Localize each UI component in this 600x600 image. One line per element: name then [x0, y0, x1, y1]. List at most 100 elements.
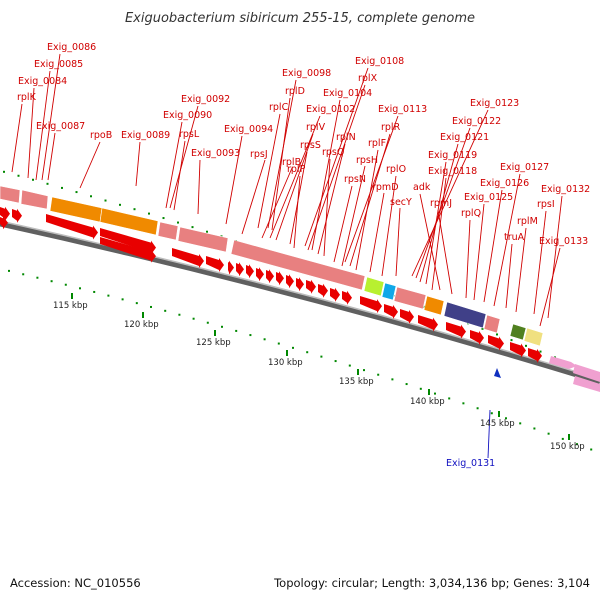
- pink-genes-reverse: [549, 356, 600, 392]
- gene-label-secy[interactable]: secY: [390, 197, 412, 208]
- leader-exig-0090: [165, 121, 183, 209]
- gene-label-exig-0086[interactable]: Exig_0086: [47, 42, 96, 53]
- tick-dot: [148, 212, 150, 215]
- gene-label-exig-0125[interactable]: Exig_0125: [464, 192, 513, 203]
- gene-arrow: [12, 208, 22, 223]
- tick-dot: [363, 369, 365, 372]
- gene-arrow: [46, 214, 98, 240]
- scale-tick-label: 125 kbp: [196, 338, 231, 348]
- gene-label-exig-0133[interactable]: Exig_0133: [539, 236, 588, 247]
- gene-label-exig-0090[interactable]: Exig_0090: [163, 110, 212, 121]
- tick-dot: [249, 334, 252, 337]
- scale-tick-label: 145 kbp: [480, 419, 515, 429]
- gene-label-exig-0131[interactable]: Exig_0131: [446, 458, 495, 469]
- leader-exig-0126: [483, 189, 503, 303]
- feature-exig-0087: [20, 189, 49, 210]
- gene-label-rpsi[interactable]: rpsI: [537, 199, 555, 210]
- leader-rplv: [275, 133, 314, 241]
- gene-label-exig-0104[interactable]: Exig_0104: [323, 88, 372, 99]
- gene-label-exig-0089[interactable]: Exig_0089: [121, 130, 170, 141]
- gene-label-rpob[interactable]: rpoB: [90, 130, 112, 141]
- gene-label-exig-0102[interactable]: Exig_0102: [306, 104, 355, 115]
- tick-dot: [162, 217, 165, 220]
- gene-label-rpsq[interactable]: rpsQ: [322, 147, 344, 158]
- gene-label-exig-0119[interactable]: Exig_0119: [428, 150, 477, 161]
- gene-label-exig-0113[interactable]: Exig_0113: [378, 104, 427, 115]
- gene-label-rplv[interactable]: rplV: [306, 122, 326, 133]
- feature-adk: [381, 282, 397, 301]
- gene-arrow: [276, 271, 284, 286]
- leader-rpln: [317, 143, 346, 255]
- gene-label-exig-0087[interactable]: Exig_0087: [36, 121, 85, 132]
- gene-label-rplb[interactable]: rplB: [282, 157, 301, 168]
- leader-exig-0127: [493, 173, 521, 307]
- gene-arrow: [0, 206, 10, 221]
- gene-label-rpmj[interactable]: rpmJ: [430, 198, 452, 209]
- gene-arrow: [256, 267, 264, 282]
- gene-label-rpsj[interactable]: rpsJ: [250, 149, 268, 160]
- tick-dot: [510, 339, 513, 342]
- tick-dot: [150, 305, 152, 308]
- leader-exig-0094: [225, 135, 243, 225]
- tick-dot: [192, 317, 195, 320]
- gene-label-rplq[interactable]: rplQ: [461, 208, 481, 219]
- gene-label-rplr[interactable]: rplR: [381, 122, 401, 133]
- tick-dot: [348, 364, 351, 367]
- gene-label-exig-0122[interactable]: Exig_0122: [452, 116, 501, 127]
- map-title: Exiguobacterium sibiricum 255-15, comple…: [125, 11, 475, 26]
- gene-label-exig-0094[interactable]: Exig_0094: [224, 124, 273, 135]
- leader-rplo: [381, 175, 397, 277]
- gene-label-rpss[interactable]: rpsS: [300, 140, 321, 151]
- gene-label-rpsl[interactable]: rpsL: [179, 129, 200, 140]
- gene-label-rplp[interactable]: rplP: [287, 164, 306, 175]
- gene-label-exig-0121[interactable]: Exig_0121: [440, 132, 489, 143]
- gene-label-rpmd[interactable]: rpmD: [372, 182, 399, 193]
- leader-adk: [419, 193, 441, 291]
- gene-label-trua[interactable]: truA: [504, 232, 525, 243]
- gene-label-rplc[interactable]: rplC: [269, 102, 289, 113]
- tick-dot: [178, 313, 181, 316]
- scale-tick-label: 115 kbp: [53, 301, 88, 311]
- tick-dot: [320, 355, 323, 358]
- gene-label-exig-0108[interactable]: Exig_0108: [355, 56, 404, 67]
- gene-label-rplm[interactable]: rplM: [517, 216, 538, 227]
- gene-label-exig-0118[interactable]: Exig_0118: [428, 166, 477, 177]
- gene-arrow: [306, 279, 316, 294]
- tick-dot: [177, 221, 179, 224]
- gene-label-exig-0123[interactable]: Exig_0123: [470, 98, 519, 109]
- leader-exig-0113: [344, 115, 399, 263]
- gene-label-exig-0132[interactable]: Exig_0132: [541, 184, 590, 195]
- gene-label-exig-0092[interactable]: Exig_0092: [181, 94, 230, 105]
- leader-exig-0092: [169, 105, 199, 209]
- leader-rpsl: [173, 140, 186, 211]
- gene-label-exig-0085[interactable]: Exig_0085: [34, 59, 83, 70]
- gene-label-rpld[interactable]: rplD: [285, 86, 305, 97]
- leader-exig-0121: [419, 143, 459, 283]
- gene-label-exig-0127[interactable]: Exig_0127: [500, 162, 549, 173]
- gene-label-rplx[interactable]: rplX: [358, 73, 378, 84]
- gene-label-rplf[interactable]: rplF: [368, 138, 386, 149]
- gene-label-rplk[interactable]: rplK: [17, 92, 37, 103]
- leader-exig-0133: [539, 247, 561, 327]
- tick-dot: [3, 170, 5, 173]
- tick-dot: [590, 448, 593, 451]
- genome-summary-text: Topology: circular; Length: 3,034,136 bp…: [274, 576, 590, 590]
- gene-arrow: [342, 290, 352, 305]
- gene-label-rpsn[interactable]: rpsN: [344, 174, 366, 185]
- gene-label-exig-0126[interactable]: Exig_0126: [480, 178, 529, 189]
- gene-label-exig-0093[interactable]: Exig_0093: [191, 148, 240, 159]
- gene-arrow: [384, 304, 398, 319]
- leader-rplq: [465, 219, 471, 299]
- gene-arrow: [296, 277, 304, 292]
- gene-arrow: [206, 256, 224, 273]
- tick-dot: [17, 174, 20, 177]
- gene-label-exig-0084[interactable]: Exig_0084: [18, 76, 67, 87]
- gene-label-rpsh[interactable]: rpsH: [356, 155, 378, 166]
- gene-label-exig-0098[interactable]: Exig_0098: [282, 68, 331, 79]
- leader-exig-0131: [487, 409, 491, 459]
- gene-label-rplo[interactable]: rplO: [386, 164, 406, 175]
- gene-label-rpln[interactable]: rplN: [336, 132, 356, 143]
- tick-dot: [539, 350, 542, 353]
- gene-label-adk[interactable]: adk: [413, 182, 431, 193]
